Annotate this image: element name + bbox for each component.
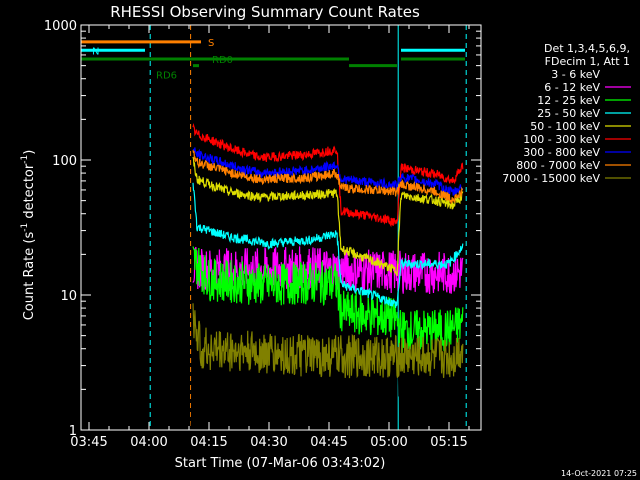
y-axis-label-mid: detector: [22, 163, 37, 223]
series-line-0: [190, 307, 464, 431]
legend-header-0: Det 1,3,4,5,6,9,: [544, 42, 630, 55]
flag-bars: S N RD0 RD6: [81, 38, 465, 82]
legend-header-1: FDecim 1, Att 1: [545, 55, 630, 68]
series-line-6: [192, 147, 464, 196]
y-axis-label-sup1: -1: [20, 223, 30, 232]
series-line-7: [192, 150, 464, 205]
legend-label-8: 7000 - 15000 keV: [502, 172, 600, 185]
y-tick-label-3: 1000: [44, 19, 77, 34]
legend-label-2: 12 - 25 keV: [537, 94, 600, 107]
legend-label-6: 300 - 800 keV: [523, 146, 600, 159]
legend-label-3: 25 - 50 keV: [537, 107, 600, 120]
flag-label-s: S: [208, 38, 214, 49]
flag-label-n: N: [92, 46, 99, 57]
series-line-8: [192, 303, 464, 379]
legend-label-0: 3 - 6 keV: [551, 68, 600, 81]
legend-label-7: 800 - 7000 keV: [516, 159, 600, 172]
flag-label-rd0: RD0: [212, 55, 233, 66]
y-axis-label: Count Rate (s-1 detector-1): [20, 150, 37, 321]
y-axis-label-end: ): [22, 150, 37, 155]
y-tick-label-0: 1: [69, 424, 77, 439]
series-line-4: [192, 156, 464, 277]
y-tick-label-1: 10: [60, 289, 77, 304]
x-tick-label-2: 04:15: [190, 435, 227, 450]
x-tick-label-1: 04:00: [130, 435, 167, 450]
y-axis-label-sup2: -1: [20, 155, 30, 164]
legend-label-4: 50 - 100 keV: [530, 120, 600, 133]
series-line-5: [192, 122, 464, 228]
x-tick-label-6: 05:15: [430, 435, 467, 450]
flag-label-rd6: RD6: [156, 71, 177, 82]
series-line-3: [192, 182, 464, 308]
legend-label-1: 6 - 12 keV: [544, 81, 600, 94]
x-tick-label-3: 04:30: [250, 435, 287, 450]
plot-axes: 03:45 04:00 04:15 04:30 04:45 05:00 05:15 1 10 10…: [44, 19, 482, 450]
x-tick-label-4: 04:45: [310, 435, 347, 450]
x-axis-label: Start Time (07-Mar-06 03:43:02): [175, 456, 386, 471]
x-tick-label-5: 05:00: [370, 435, 407, 450]
legend-label-5: 100 - 300 keV: [523, 133, 600, 146]
y-axis-label-main: Count Rate (s: [22, 232, 37, 321]
chart-title: RHESSI Observing Summary Count Rates: [110, 3, 420, 21]
legend: Det 1,3,4,5,6,9,FDecim 1, Att 13 - 6 keV…: [502, 42, 631, 185]
y-tick-label-2: 100: [52, 154, 77, 169]
series-lines: [190, 122, 464, 431]
footer-stamp: 14-Oct-2021 07:25: [561, 469, 637, 478]
x-tick-label-0: 03:45: [70, 435, 107, 450]
plot-frame: [80, 24, 482, 431]
